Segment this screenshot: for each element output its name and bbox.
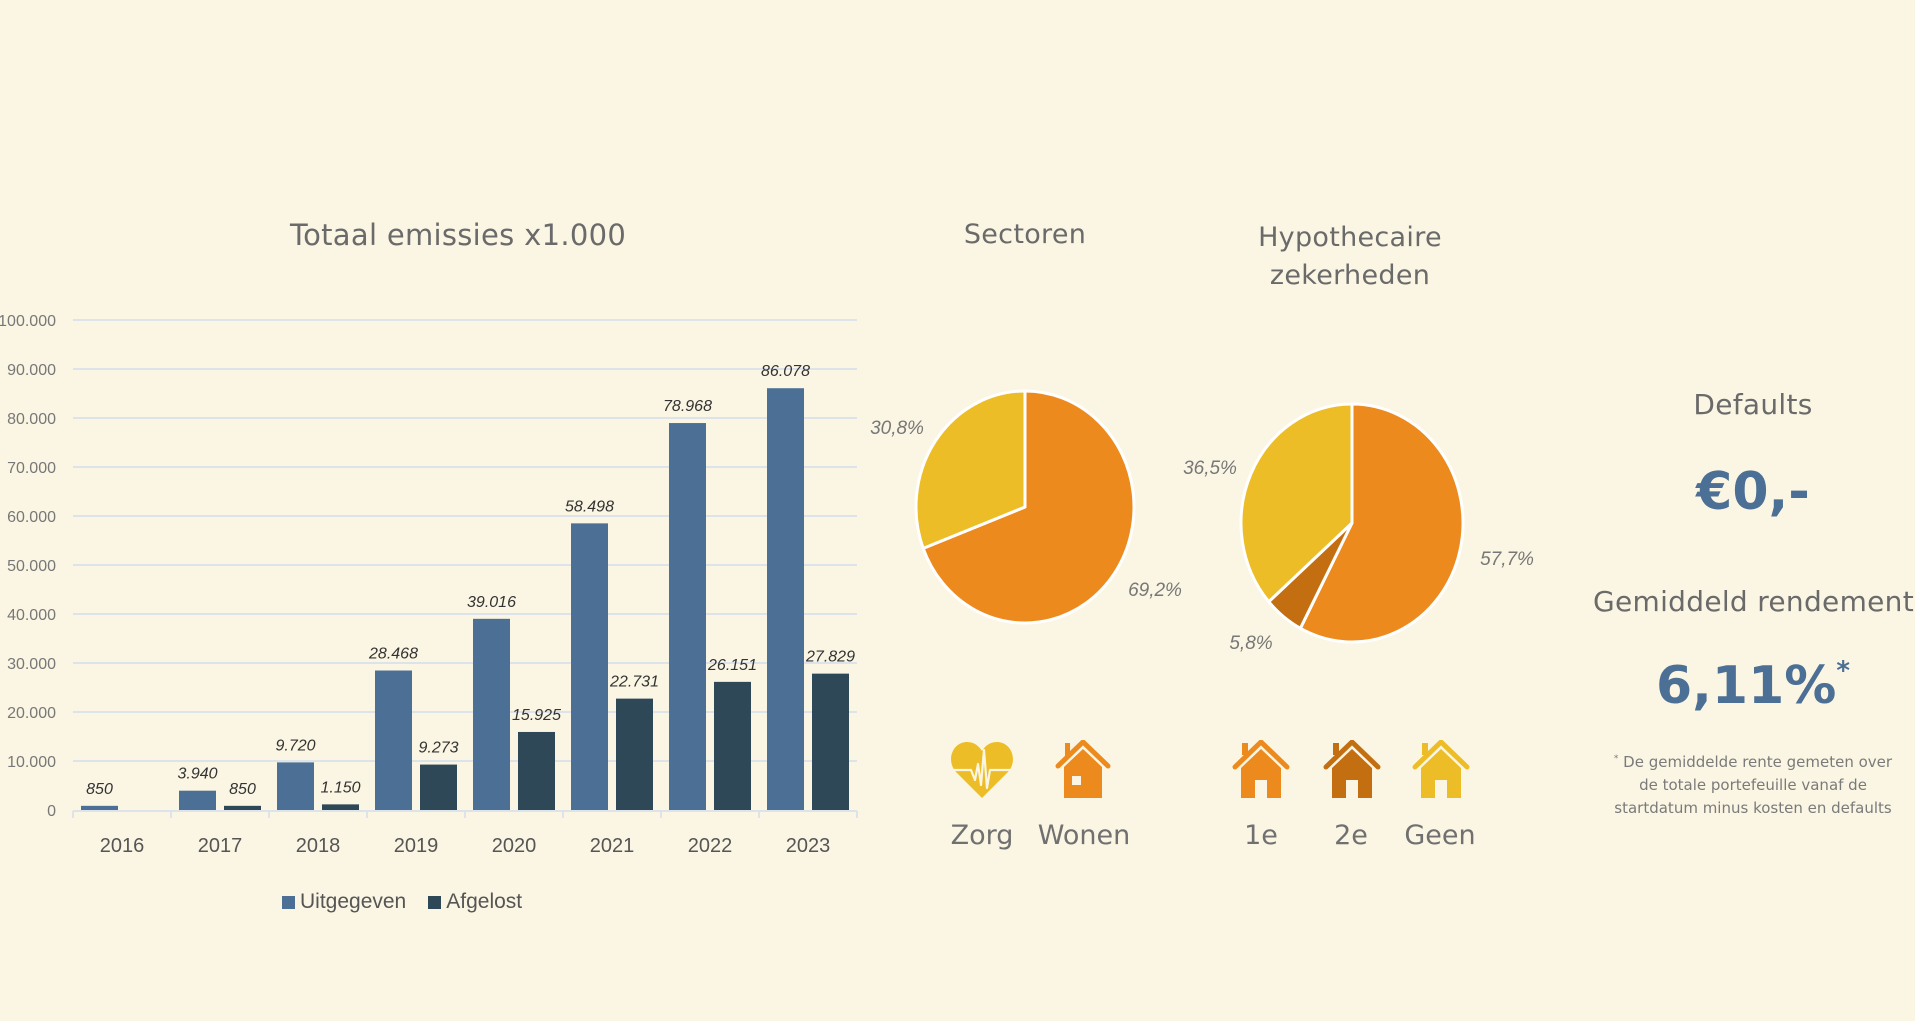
icon-label-1e: 1e <box>1244 820 1278 851</box>
icon-label-wonen: Wonen <box>1037 820 1131 851</box>
data-label: 9.720 <box>275 737 315 754</box>
y-tick-label: 40.000 <box>7 607 56 624</box>
y-tick-label: 30.000 <box>7 656 56 673</box>
y-tick-label: 100.000 <box>0 313 56 330</box>
legend-label-uitgegeven: Uitgegeven <box>300 890 407 913</box>
data-label: 39.016 <box>467 594 516 611</box>
x-tick-label: 2022 <box>688 835 733 857</box>
house-icon <box>1055 738 1111 804</box>
bar-uitgegeven-2017 <box>179 790 216 810</box>
hypothecaire-title: Hypothecaire zekerheden <box>1230 219 1470 295</box>
bar-afgelost-2023 <box>812 673 849 810</box>
footnote: * De gemiddelde rente gemeten over de to… <box>1593 748 1913 820</box>
bar-uitgegeven-2021 <box>571 523 608 810</box>
data-label: 850 <box>229 781 256 798</box>
y-tick-label: 10.000 <box>7 754 56 771</box>
bar-chart-legend: Uitgegeven Afgelost <box>282 890 522 914</box>
pie-slice-1e <box>1298 402 1465 644</box>
data-label: 78.968 <box>663 398 712 415</box>
bar-afgelost-2017 <box>224 805 261 810</box>
data-label: 27.829 <box>805 649 855 666</box>
hypothecaire-pie: 57,7% 5,8% 36,5% <box>1183 402 1534 654</box>
hypothecaire-title-line1: Hypothecaire <box>1258 222 1442 253</box>
bar-uitgegeven-2016 <box>81 805 118 810</box>
y-tick-label: 90.000 <box>7 362 56 379</box>
pie-slice-zorg <box>914 389 1027 550</box>
bar-chart-grid <box>72 319 858 818</box>
data-label: 15.925 <box>512 707 561 724</box>
bar-uitgegeven-2019 <box>375 670 412 810</box>
data-label: 28.468 <box>368 646 418 663</box>
house-icon <box>1412 738 1470 804</box>
x-tick-label: 2017 <box>198 835 243 857</box>
y-tick-label: 70.000 <box>7 460 56 477</box>
bar-uitgegeven-2018 <box>277 762 314 810</box>
legend-label-afgelost: Afgelost <box>446 890 523 913</box>
heart-pulse-icon <box>950 740 1014 800</box>
bar-afgelost-2020 <box>518 731 555 810</box>
rendement-label: Gemiddeld rendement <box>1593 585 1915 618</box>
rendement-value-wrap: 6,11%* <box>1603 656 1903 716</box>
pie-label-zorg: 30,8% <box>870 418 924 439</box>
x-tick-label: 2023 <box>786 835 831 857</box>
sectoren-pie: 69,2% 30,8% <box>870 389 1182 625</box>
legend-swatch-afgelost <box>428 895 442 909</box>
pie-label-2e: 5,8% <box>1229 633 1272 654</box>
y-tick-label: 20.000 <box>7 705 56 722</box>
pie-label-wonen: 69,2% <box>1128 580 1182 601</box>
icon-label-zorg: Zorg <box>950 820 1014 851</box>
x-tick-label: 2019 <box>394 835 439 857</box>
house-icon <box>1323 738 1381 804</box>
rendement-footnote-marker: * <box>1836 655 1850 686</box>
bar-afgelost-2021 <box>616 698 653 810</box>
y-tick-label: 0 <box>47 803 56 820</box>
data-label: 9.273 <box>418 740 458 757</box>
data-label: 58.498 <box>565 498 614 515</box>
data-label: 3.940 <box>177 766 217 783</box>
y-tick-label: 50.000 <box>7 558 56 575</box>
footnote-line-3: startdatum minus kosten en defaults <box>1614 799 1892 817</box>
pie-charts: 69,2% 30,8% 57,7% 5,8% 36,5% <box>870 389 1534 654</box>
bar-afgelost-2018 <box>322 804 359 810</box>
rendement-value: 6,11% <box>1655 656 1837 716</box>
bar-uitgegeven-2020 <box>473 618 510 810</box>
legend-swatch-uitgegeven <box>282 895 295 909</box>
icon-label-geen: Geen <box>1404 820 1476 851</box>
bar-uitgegeven-2022 <box>669 423 706 810</box>
hypothecaire-title-line2: zekerheden <box>1269 260 1431 291</box>
x-tick-label: 2021 <box>590 835 635 857</box>
data-label: 1.150 <box>320 779 360 796</box>
bar-chart: 0 10.000 20.000 30.000 40.000 50.000 60.000 70.… <box>0 313 858 857</box>
y-tick-label: 80.000 <box>7 411 56 428</box>
defaults-label: Defaults <box>1693 388 1813 421</box>
bar-chart-y-ticks: 0 10.000 20.000 30.000 40.000 50.000 60.000 70.… <box>0 313 56 820</box>
pie-label-geen: 36,5% <box>1183 458 1237 479</box>
pie-label-1e: 57,7% <box>1480 549 1534 570</box>
house-icon <box>1232 738 1290 804</box>
sectoren-title: Sectoren <box>963 219 1087 250</box>
x-tick-label: 2016 <box>100 835 145 857</box>
pie-slice-wonen <box>921 389 1136 625</box>
data-label: 86.078 <box>761 363 810 380</box>
bar-afgelost-2022 <box>714 681 751 810</box>
footnote-line-2: de totale portefeuille vanaf de <box>1639 776 1867 794</box>
bar-chart-bars <box>81 388 849 810</box>
footnote-line-1: * De gemiddelde rente gemeten over <box>1613 753 1893 771</box>
bar-afgelost-2019 <box>420 764 457 810</box>
x-tick-label: 2018 <box>296 835 341 857</box>
data-label: 22.731 <box>609 674 659 691</box>
bar-chart-data-labels: 850 3.940 850 9.720 1.150 28.468 9.273 39.016 15… <box>86 363 855 798</box>
icon-label-2e: 2e <box>1334 820 1368 851</box>
x-tick-label: 2020 <box>492 835 537 857</box>
data-label: 26.151 <box>707 657 757 674</box>
y-tick-label: 60.000 <box>7 509 56 526</box>
bar-chart-x-ticks: 2016 2017 2018 2019 2020 2021 2022 2023 <box>100 835 831 857</box>
bar-chart-title: Totaal emissies x1.000 <box>290 218 627 252</box>
data-label: 850 <box>86 781 113 798</box>
defaults-value: €0,- <box>1696 462 1810 522</box>
bar-uitgegeven-2023 <box>767 388 804 810</box>
pie-slice-geen <box>1239 402 1354 604</box>
